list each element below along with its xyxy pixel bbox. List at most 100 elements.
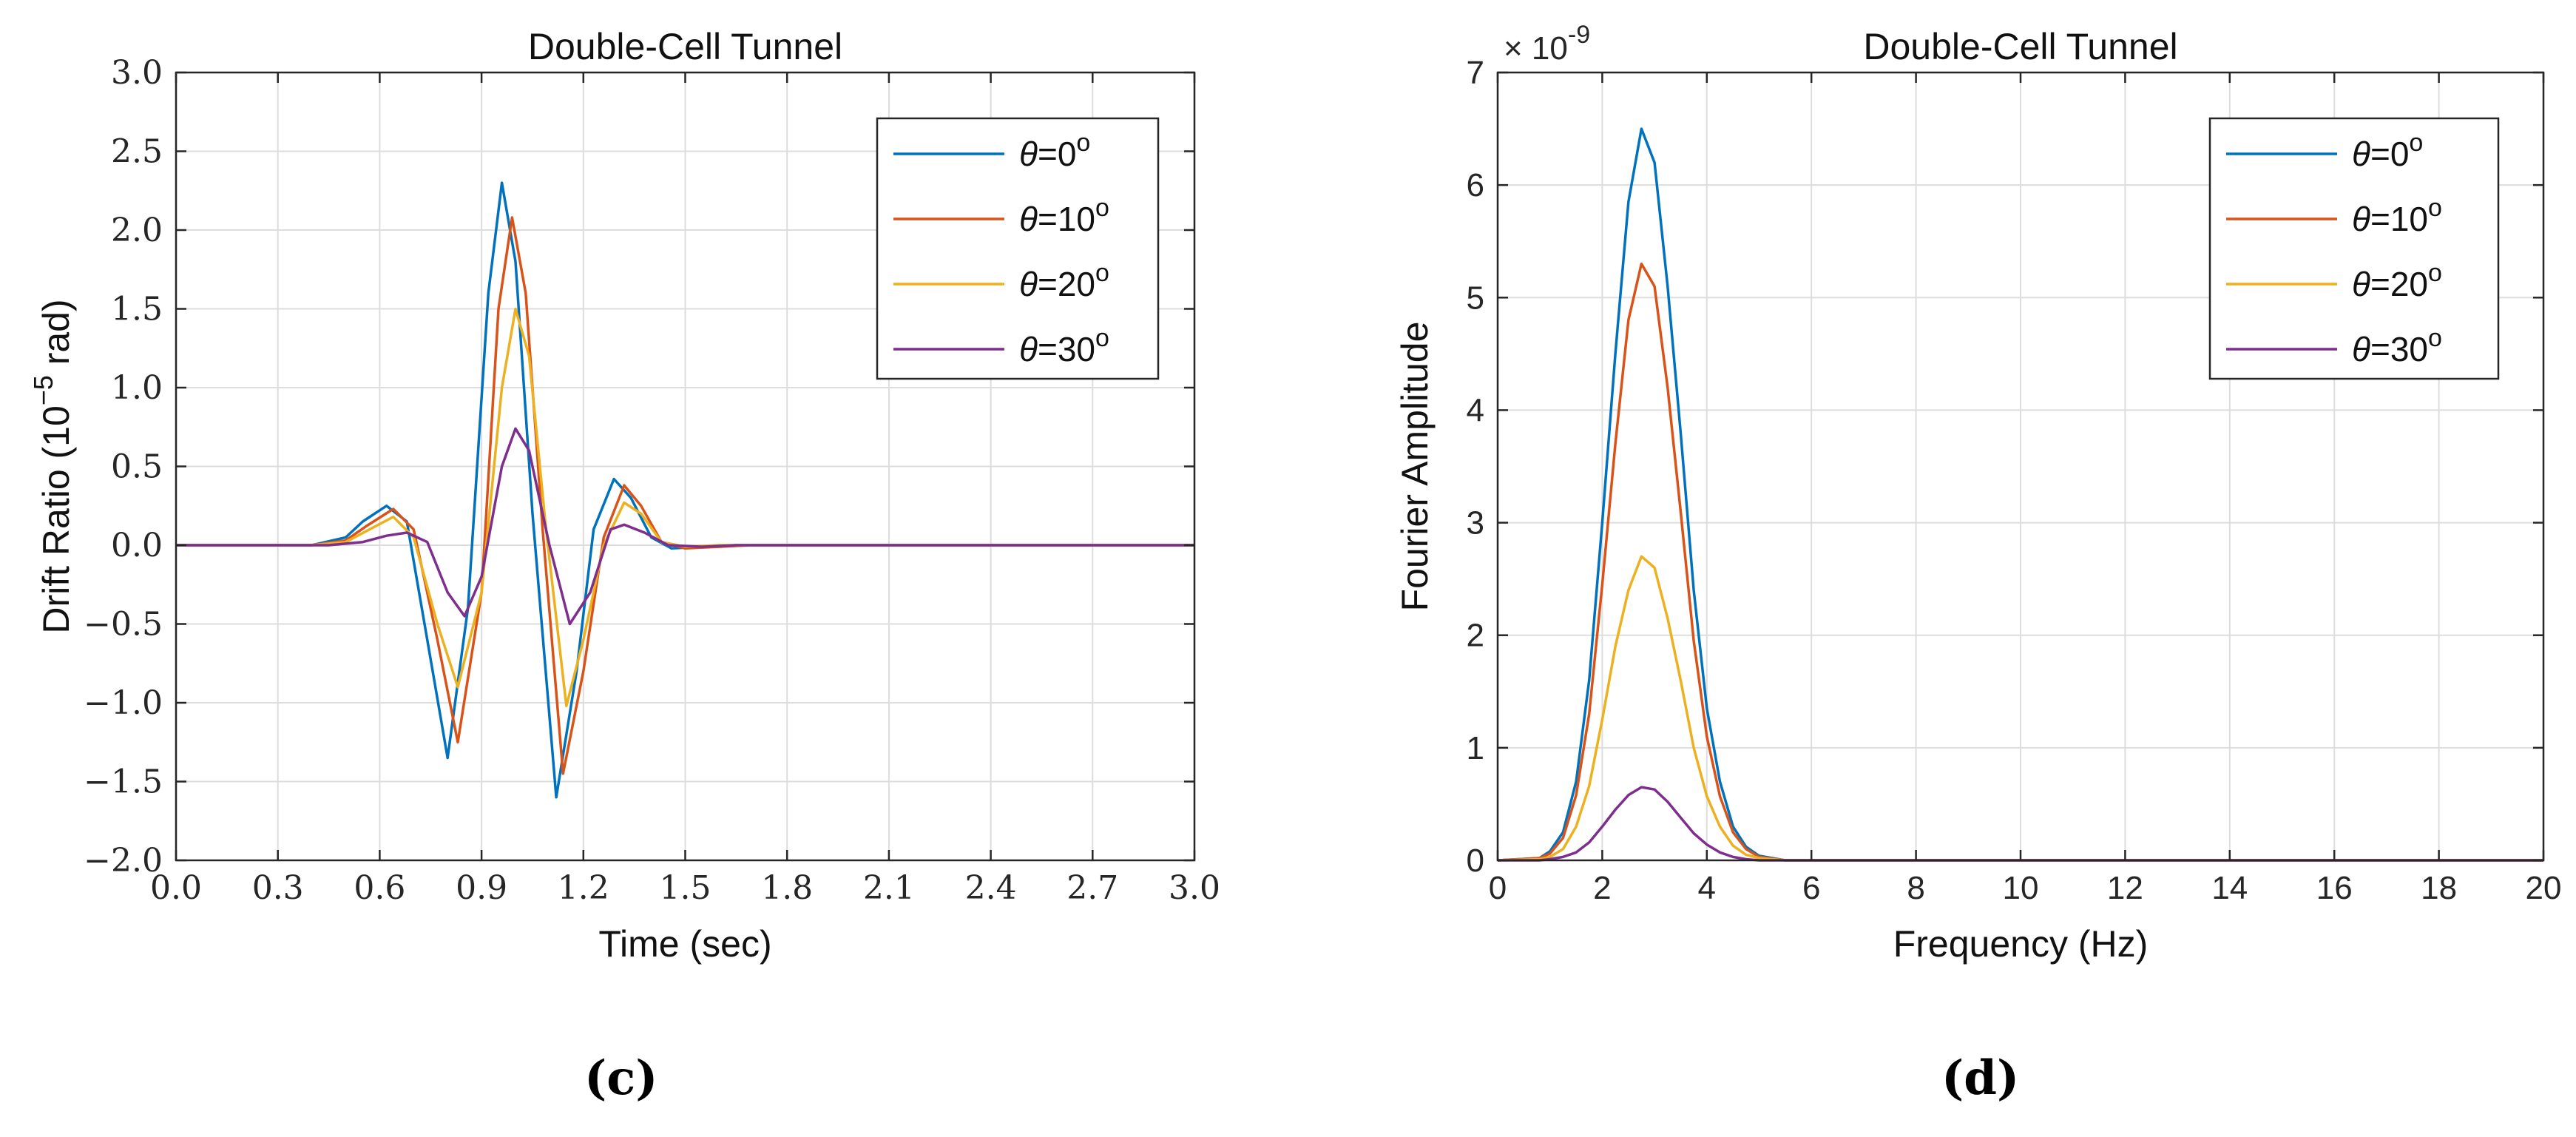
legend-label-0: θ=0o (1019, 129, 1090, 173)
y-label-prefix: Drift Ratio (10 (36, 405, 77, 633)
x-tick-label: 20 (2526, 870, 2562, 906)
y-tick-label: 0.0 (111, 527, 163, 564)
y-tick-label: 1.0 (111, 369, 163, 407)
x-tick-label: 1.2 (558, 869, 609, 907)
axis-exponent: × 10-9 (1504, 21, 1590, 67)
legend-value: =10 (1038, 200, 1095, 238)
legend-value: =30 (2370, 330, 2428, 368)
y-label-suffix: rad) (36, 299, 77, 375)
y-label-exponent: −5 (28, 375, 58, 405)
legend-degree: o (2428, 324, 2442, 352)
series-line-3 (176, 427, 1194, 626)
panel-label-d: (d) (1941, 1050, 2020, 1106)
y-tick-label: −2.0 (84, 842, 163, 880)
y-tick-label: 3.0 (111, 54, 163, 92)
x-axis-label: Time (sec) (598, 923, 771, 965)
legend-label-2: θ=20o (2352, 259, 2442, 303)
legend-degree: o (2409, 129, 2423, 157)
x-tick-label: 8 (1907, 870, 1924, 906)
x-tick-label: 12 (2107, 870, 2143, 906)
legend-box (876, 117, 1160, 380)
chart-title: Double-Cell Tunnel (528, 26, 842, 67)
legend-label-3: θ=30o (1019, 324, 1109, 368)
series-line-2 (1497, 555, 2543, 862)
x-tick-label: 2.1 (863, 869, 915, 907)
legend-theta: θ (2352, 200, 2370, 238)
y-tick-label: 6 (1467, 167, 1484, 203)
series-line-2 (176, 307, 1194, 708)
y-tick-label: 2.0 (111, 212, 163, 249)
x-tick-label: 3.0 (1169, 869, 1220, 907)
legend-degree: o (2428, 194, 2442, 222)
x-tick-label: 0.9 (456, 869, 507, 907)
legend-label-3: θ=30o (2352, 324, 2442, 368)
x-tick-label: 0.0 (150, 869, 202, 907)
legend-box (2208, 117, 2500, 380)
legend-theta: θ (2352, 135, 2370, 173)
x-tick-label: 10 (2003, 870, 2039, 906)
x-tick-label: 14 (2211, 870, 2248, 906)
y-tick-label: 1.5 (111, 291, 163, 328)
x-tick-label: 16 (2316, 870, 2353, 906)
legend-theta: θ (1019, 200, 1038, 238)
y-axis-label: Drift Ratio (10−5 rad) (28, 299, 77, 633)
chart-title: Double-Cell Tunnel (1863, 26, 2177, 67)
legend-label-1: θ=10o (2352, 194, 2442, 238)
legend-value: =20 (2370, 265, 2428, 303)
legend-label-1: θ=10o (1019, 194, 1109, 238)
x-tick-label: 4 (1698, 870, 1716, 906)
x-tick-label: 2.4 (965, 869, 1017, 907)
legend-label-2: θ=20o (1019, 259, 1109, 303)
y-tick-label: −1.0 (84, 684, 163, 722)
y-tick-label: 1 (1467, 730, 1484, 766)
x-tick-label: 0.6 (354, 869, 405, 907)
y-tick-label: 3 (1467, 505, 1484, 541)
x-tick-label: 6 (1802, 870, 1820, 906)
legend-value: =0 (2370, 135, 2409, 173)
series-line-0 (1497, 127, 2543, 862)
y-tick-label: 5 (1467, 280, 1484, 316)
x-tick-label: 0.3 (252, 869, 304, 907)
y-tick-label: 2.5 (111, 133, 163, 171)
legend-value: =30 (1038, 330, 1095, 368)
y-tick-label: −0.5 (84, 606, 163, 644)
x-axis-label: Frequency (Hz) (1893, 923, 2149, 965)
x-tick-label: 1.5 (660, 869, 711, 907)
legend-value: =10 (2370, 200, 2428, 238)
series-line-1 (1497, 262, 2543, 862)
legend-degree: o (1095, 194, 1109, 222)
legend-value: =20 (1038, 265, 1095, 303)
y-tick-label: 4 (1467, 392, 1484, 428)
legend-theta: θ (2352, 330, 2370, 368)
legend-theta: θ (1019, 265, 1038, 303)
axis-exponent-base: × 10 (1504, 30, 1568, 67)
legend-degree: o (2428, 259, 2442, 287)
legend-value: =0 (1038, 135, 1076, 173)
x-tick-label: 0 (1489, 870, 1507, 906)
legend-theta: θ (1019, 135, 1038, 173)
y-axis-label: Fourier Amplitude (1394, 322, 1436, 612)
legend-degree: o (1076, 129, 1090, 157)
y-tick-label: 0.5 (111, 448, 163, 486)
series-line-3 (1498, 786, 2543, 862)
axis-exponent-power: -9 (1568, 21, 1590, 49)
x-tick-label: 2.7 (1066, 869, 1118, 907)
panel-label-c: (c) (584, 1050, 658, 1106)
y-tick-label: 2 (1467, 618, 1484, 654)
x-tick-label: 18 (2421, 870, 2457, 906)
legend-degree: o (1095, 324, 1109, 352)
legend-theta: θ (2352, 265, 2370, 303)
x-tick-label: 1.8 (761, 869, 813, 907)
chart-panel-c: 0.0 0.3 0.6 0.9 1.2 1.5 1.8 2.1 2.4 2.7 3.0 −2.0 −1.… (28, 26, 1220, 965)
legend-degree: o (1095, 259, 1109, 287)
y-tick-label: 7 (1467, 55, 1484, 91)
legend-theta: θ (1019, 330, 1038, 368)
x-tick-label: 2 (1593, 870, 1611, 906)
y-tick-label: −1.5 (84, 763, 163, 801)
y-tick-label: 0 (1467, 843, 1484, 879)
